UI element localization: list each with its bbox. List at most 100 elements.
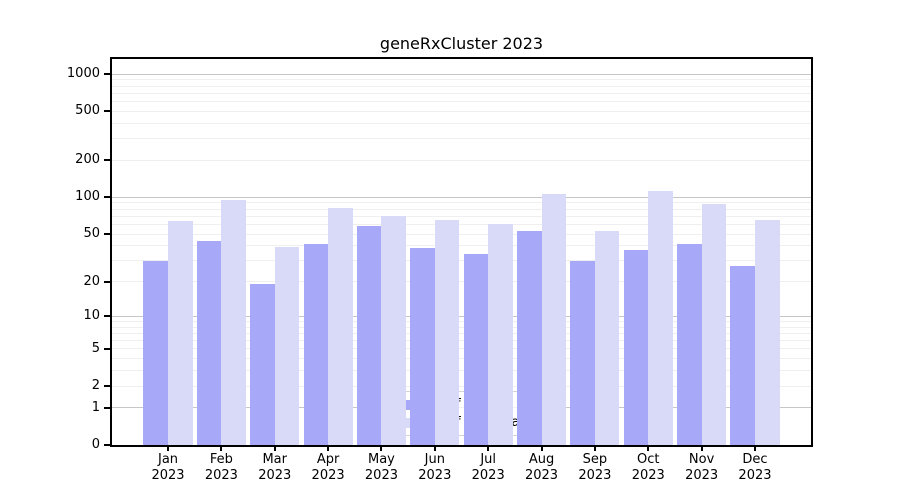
gridline-minor: [112, 138, 811, 140]
gridline-major: [112, 315, 811, 317]
y-tick-label: 200: [75, 152, 100, 168]
x-tick-label-line: 2023: [418, 468, 452, 483]
chart-title: geneRxCluster 2023: [379, 34, 544, 53]
bar-distinct-ips: [570, 260, 595, 445]
x-tick-label: Oct 2023: [612, 452, 684, 484]
bar-distinct-ips: [250, 284, 275, 445]
bar-distinct-ips: [356, 226, 382, 445]
x-tick-label: May 2023: [345, 452, 417, 484]
bar-downloads: [328, 207, 353, 445]
x-tick-label-line: Apr: [316, 452, 340, 467]
bar-distinct-ips: [303, 244, 329, 445]
x-tick-label-line: Dec: [742, 452, 768, 467]
gridline-minor: [112, 320, 811, 322]
bar-downloads: [754, 220, 780, 445]
x-tick-mark: [273, 445, 276, 451]
y-tick-label: 1000: [66, 66, 100, 82]
gridline-minor: [112, 122, 811, 124]
y-tick-label: 10: [83, 308, 100, 324]
x-tick-label-line: 2023: [364, 468, 398, 483]
x-tick-mark: [380, 445, 383, 451]
gridline-minor: [112, 245, 811, 247]
y-tick-label: 20: [83, 273, 100, 289]
x-tick-label-line: May: [368, 452, 395, 467]
bar-downloads: [381, 216, 406, 445]
x-tick-label-line: Sep: [582, 452, 608, 467]
y-tick-mark: [104, 315, 112, 318]
plot-area: Nb of distinct IPsNb of downloads: [112, 59, 811, 445]
x-tick-label: Mar 2023: [239, 452, 311, 484]
gridline-minor: [112, 260, 811, 262]
gridline-minor: [112, 110, 811, 112]
gridline-minor: [112, 202, 811, 204]
x-tick-label-line: 2023: [685, 468, 719, 483]
bar-downloads: [541, 194, 567, 445]
gridline-minor: [112, 208, 811, 210]
y-tick-mark: [104, 73, 112, 76]
x-tick-label-line: Jul: [480, 452, 497, 467]
gridline-minor: [112, 79, 811, 81]
x-tick-label-line: Aug: [528, 452, 555, 467]
x-tick-mark: [540, 445, 543, 451]
y-tick-label: 1: [91, 399, 100, 415]
x-tick-label-line: Jan: [157, 452, 179, 467]
x-tick-mark: [593, 445, 596, 451]
y-tick-mark: [104, 233, 112, 236]
y-tick-mark: [104, 110, 112, 113]
y-tick-label: 500: [75, 103, 100, 119]
bar-downloads: [274, 247, 300, 445]
bar-downloads: [648, 191, 673, 445]
gridline-minor: [112, 85, 811, 87]
x-tick-label: Jul 2023: [452, 452, 524, 484]
x-tick-label-line: 2023: [258, 468, 292, 483]
bar-distinct-ips: [196, 240, 222, 445]
y-tick-label: 100: [75, 189, 100, 205]
bar-distinct-ips: [623, 249, 649, 445]
x-tick-label-line: 2023: [738, 468, 772, 483]
x-tick-label: Jun 2023: [399, 452, 471, 484]
x-tick-mark: [700, 445, 703, 451]
x-tick-mark: [433, 445, 436, 451]
bar-downloads: [168, 221, 193, 445]
gridline-minor: [112, 159, 811, 161]
x-tick-label: Aug 2023: [506, 452, 578, 484]
gridline-minor: [112, 385, 811, 387]
bar-distinct-ips: [463, 254, 489, 445]
y-tick-mark: [104, 444, 112, 446]
x-tick-mark: [487, 445, 490, 451]
x-tick-label: Jan 2023: [132, 452, 204, 484]
x-tick-label-line: Nov: [688, 452, 715, 467]
gridline-minor: [112, 92, 811, 94]
x-tick-label-line: 2023: [578, 468, 612, 483]
bar-distinct-ips: [677, 244, 702, 445]
x-tick-label-line: 2023: [524, 468, 559, 483]
y-tick-mark: [104, 159, 112, 162]
x-tick-label-line: 2023: [631, 468, 665, 483]
y-tick-mark: [104, 406, 112, 409]
gridline-minor: [112, 326, 811, 328]
x-tick-label-line: Jun: [424, 452, 445, 467]
x-tick-mark: [220, 445, 223, 451]
y-tick-label: 50: [83, 226, 100, 242]
gridline-minor: [112, 215, 811, 217]
y-tick-mark: [104, 347, 112, 350]
bar-distinct-ips: [410, 248, 435, 445]
gridline-minor: [112, 358, 811, 360]
bar-distinct-ips: [143, 260, 168, 445]
bar-downloads: [434, 220, 460, 445]
x-tick-mark: [327, 445, 330, 451]
gridline-minor: [112, 101, 811, 103]
bar-distinct-ips: [516, 230, 542, 445]
bar-downloads: [701, 204, 727, 445]
y-tick-mark: [104, 385, 112, 388]
bar-downloads: [221, 199, 246, 445]
gridline-minor: [112, 281, 811, 283]
gridline-minor: [112, 370, 811, 372]
x-tick-mark: [753, 445, 756, 451]
x-tick-label: Sep 2023: [559, 452, 631, 484]
bar-distinct-ips: [730, 266, 755, 445]
y-tick-label: 0: [91, 437, 100, 452]
gridline-minor: [112, 340, 811, 342]
x-tick-label-line: 2023: [471, 468, 505, 483]
